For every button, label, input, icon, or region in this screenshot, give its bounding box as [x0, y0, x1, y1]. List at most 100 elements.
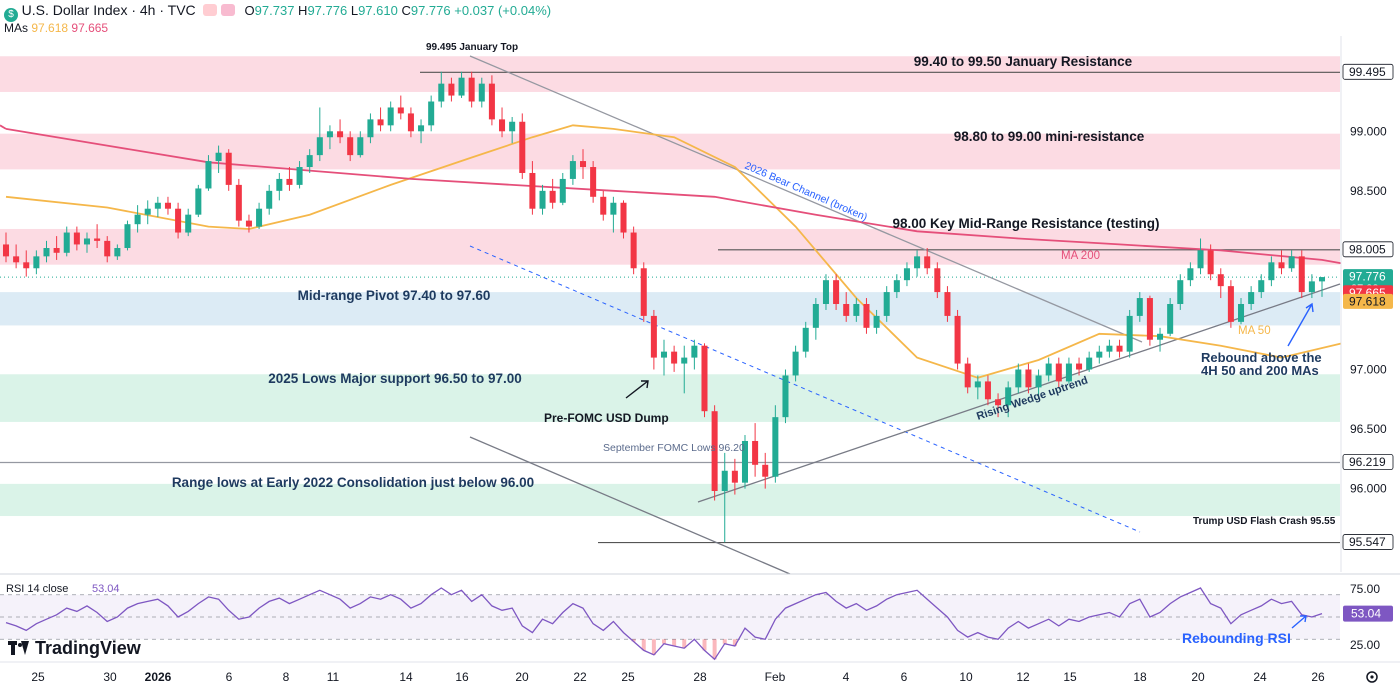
price-tick-label: 99.000	[1350, 124, 1387, 138]
candle-body	[782, 375, 789, 418]
candle-body	[802, 327, 809, 352]
candle-body	[580, 161, 587, 168]
interval-badge[interactable]	[203, 4, 218, 16]
candle-body	[337, 131, 344, 138]
time-tick-label: 18	[1133, 670, 1147, 684]
ma50-label: MA 50	[1238, 325, 1271, 337]
price-tag-1	[1342, 241, 1394, 258]
chart-header: $ U.S. Dollar Index · 4h · TVC O97.737 H…	[4, 2, 551, 22]
candle-body	[347, 137, 354, 156]
time-tick-label: 30	[103, 670, 117, 684]
candle-body	[276, 178, 283, 191]
time-tick-label: 25	[621, 670, 635, 684]
settings-gear-hub	[1370, 675, 1374, 679]
candle-body	[296, 167, 303, 185]
candle-body	[499, 119, 506, 132]
candle-body	[1126, 315, 1133, 352]
candle-body	[377, 119, 384, 126]
lower-channel-line	[469, 436, 791, 575]
candle-body	[225, 152, 232, 185]
candle-body	[144, 208, 151, 215]
tradingview-logo[interactable]: TradingView	[8, 638, 141, 659]
candle-body	[539, 190, 546, 209]
time-tick-label: 4	[843, 670, 850, 684]
bear-channel-line	[469, 55, 1143, 343]
pre-fomc-arrow	[625, 380, 649, 399]
zone-label-1: 98.80 to 99.00 mini-resistance	[954, 129, 1145, 144]
rsi-header-value: 53.04	[92, 583, 120, 595]
price-tick-label: 96.000	[1350, 482, 1387, 496]
candle-body	[468, 77, 475, 102]
compare-badge[interactable]	[220, 4, 235, 16]
candle-body	[326, 131, 333, 138]
candle-body	[33, 256, 40, 269]
candle-body	[772, 417, 779, 477]
candle-body	[964, 363, 971, 388]
symbol-icon: $	[4, 8, 18, 22]
candle-body	[1096, 351, 1103, 358]
candle-body	[1227, 286, 1234, 322]
candle-body	[1086, 357, 1093, 370]
ohlc-open-label: O	[244, 3, 255, 18]
settings-gear-icon[interactable]	[1366, 671, 1378, 683]
symbol-title[interactable]: U.S. Dollar Index · 4h · TVC	[21, 2, 196, 18]
price-tick-label: 96.500	[1350, 422, 1387, 436]
candle-body	[488, 83, 495, 120]
candle-body	[762, 464, 769, 477]
rsi-value-tag-label: 53.04	[1351, 607, 1381, 621]
time-tick-label: 20	[515, 670, 529, 684]
candle-body	[43, 248, 50, 257]
candle-body	[721, 470, 728, 492]
price-tick-label: 97.000	[1350, 363, 1387, 377]
candle-body	[205, 161, 212, 189]
candle-body	[215, 152, 222, 162]
candle-body	[397, 107, 404, 114]
candle-body	[286, 178, 293, 185]
time-tick-label: 8	[283, 670, 290, 684]
candle-body	[1288, 256, 1295, 269]
sept-fomc-label: September FOMC Lows 96.20	[603, 442, 745, 454]
rsi-tick-label: 25.00	[1350, 638, 1380, 652]
candle-body	[914, 256, 921, 269]
candle-body	[893, 280, 900, 293]
rsi-value-tag	[1343, 605, 1393, 622]
candle-body	[1268, 262, 1275, 281]
candle-body	[650, 315, 657, 358]
candle-body	[1318, 277, 1326, 282]
january-top-label: 99.495 January Top	[426, 42, 518, 53]
ma-legend-label: MAs	[4, 21, 28, 35]
rebound-arrow	[1287, 302, 1314, 347]
candle-body	[53, 248, 60, 253]
rsi-band-fill	[0, 594, 1340, 640]
price-tick-label: 98.500	[1350, 184, 1387, 198]
candle-body	[752, 440, 759, 465]
price-tag-label: 97.618	[1349, 294, 1386, 308]
zone-resistance-2	[0, 228, 1340, 265]
candle-body	[600, 196, 607, 215]
ma-legend[interactable]: MAs 97.618 97.665	[4, 21, 108, 35]
flash-crash-label: Trump USD Flash Crash 95.55	[1193, 516, 1336, 527]
ohlc-open: 97.737	[254, 3, 295, 18]
ohlc-high-label: H	[298, 3, 308, 18]
candle-body	[1025, 369, 1032, 388]
candle-body	[154, 202, 161, 209]
price-tag-label: 96.219	[1349, 455, 1386, 469]
candle-body	[1076, 363, 1083, 370]
candle-body	[1045, 363, 1052, 376]
price-tag-0	[1342, 63, 1394, 80]
candle-body	[195, 188, 202, 215]
rsi-tick-label: 75.00	[1350, 582, 1380, 596]
candle-body	[620, 202, 627, 233]
time-tick-label: 6	[901, 670, 908, 684]
time-tick-label: Feb	[765, 670, 786, 684]
candle-body	[114, 248, 121, 257]
price-tag-label: 99.495	[1349, 65, 1386, 79]
time-tick-label: 6	[226, 670, 233, 684]
candle-body	[569, 161, 576, 179]
price-tag-label: 95.547	[1349, 535, 1386, 549]
candle-body	[934, 268, 941, 293]
ma-line-ma200	[5, 128, 1400, 275]
candle-body	[883, 292, 890, 316]
candle-body	[1005, 387, 1012, 406]
